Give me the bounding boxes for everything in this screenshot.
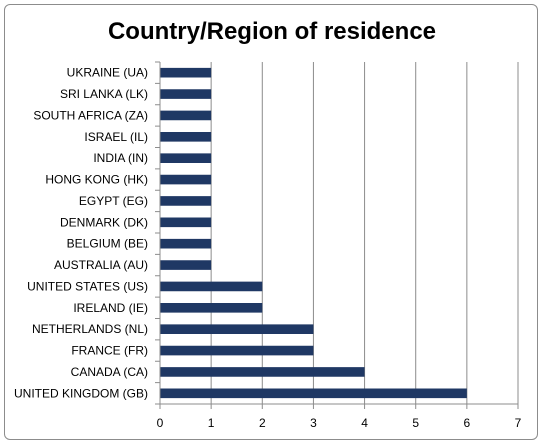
bar	[160, 67, 212, 78]
x-tick-label: 2	[259, 416, 266, 430]
bar	[160, 174, 212, 185]
category-label: IRELAND (IE)	[73, 301, 148, 315]
bar	[160, 324, 314, 334]
category-label: FRANCE (FR)	[71, 344, 148, 358]
category-label: UNITED KINGDOM (GB)	[14, 386, 148, 400]
category-label: SOUTH AFRICA (ZA)	[33, 108, 148, 122]
category-label: CANADA (CA)	[71, 365, 148, 379]
category-label: UKRAINE (UA)	[67, 66, 148, 80]
bar	[160, 260, 212, 270]
x-tick-label: 4	[361, 416, 368, 430]
bar	[160, 132, 212, 142]
bar	[160, 238, 212, 249]
category-label: DENMARK (DK)	[60, 215, 148, 229]
bar	[160, 388, 467, 399]
x-tick-label: 0	[157, 416, 164, 430]
bar	[160, 89, 212, 99]
category-label: NETHERLANDS (NL)	[32, 322, 148, 336]
category-labels: UNITED KINGDOM (GB) CANADA (CA) FRANCE (FR…	[14, 66, 148, 401]
x-tick-label: 7	[515, 416, 522, 430]
bar	[160, 196, 212, 206]
x-tick-labels: 0 1 2 3 4 5 6 7	[157, 416, 522, 430]
bar	[160, 217, 212, 228]
category-label: SRI LANKA (LK)	[60, 87, 148, 101]
bar	[160, 367, 365, 377]
bar	[160, 153, 212, 163]
x-tick-label: 6	[464, 416, 471, 430]
bar	[160, 281, 263, 292]
category-label: BELGIUM (BE)	[67, 237, 148, 251]
category-label: ISRAEL (IL)	[84, 130, 148, 144]
bar	[160, 110, 212, 121]
category-label: HONG KONG (HK)	[45, 173, 148, 187]
bars	[160, 67, 467, 399]
x-tick-label: 3	[310, 416, 317, 430]
chart-title: Country/Region of residence	[107, 18, 437, 45]
category-label: EGYPT (EG)	[79, 194, 148, 208]
bar	[160, 303, 263, 313]
x-tick-label: 1	[208, 416, 215, 430]
axes	[155, 61, 519, 409]
category-label: AUSTRALIA (AU)	[54, 258, 148, 272]
x-tick-label: 5	[412, 416, 419, 430]
bar	[160, 345, 314, 356]
category-label: INDIA (IN)	[93, 151, 148, 165]
category-label: UNITED STATES (US)	[27, 279, 148, 293]
